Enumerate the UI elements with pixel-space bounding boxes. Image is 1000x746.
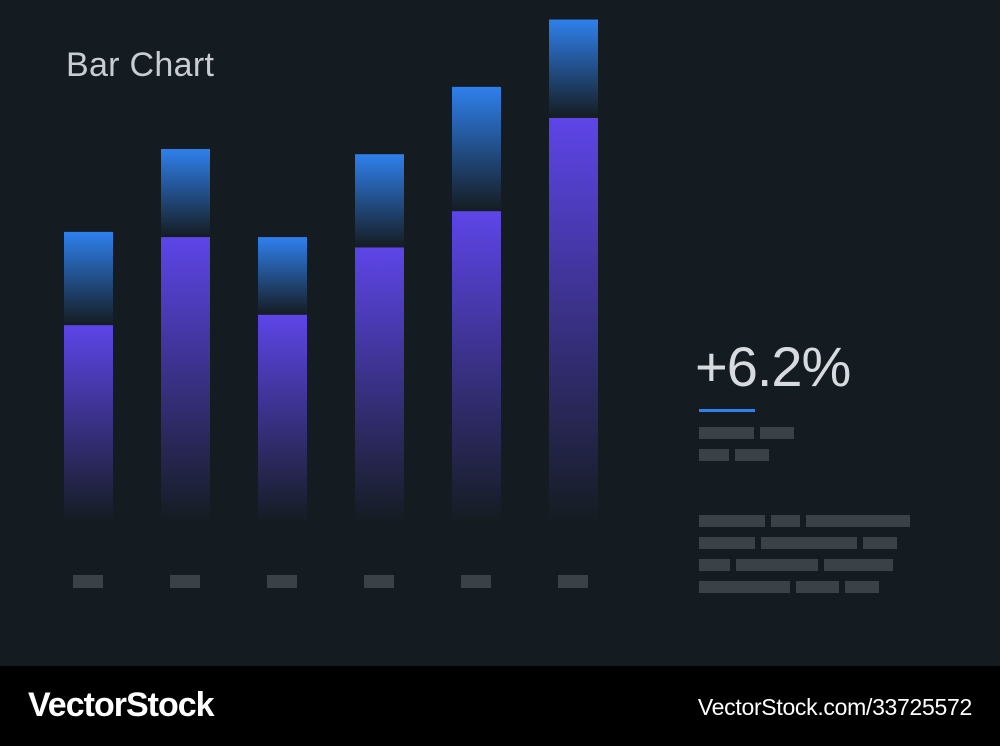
- stat-caption-placeholder: [699, 427, 794, 471]
- placeholder-line: [761, 537, 857, 549]
- watermark-footer: VectorStock VectorStock.com/33725572: [0, 666, 1000, 746]
- placeholder-row: [699, 427, 794, 439]
- x-tick-label: [267, 575, 297, 588]
- chart-canvas: Bar Chart +6.2%: [64, 19, 910, 603]
- bar-segment-primary: [64, 325, 113, 522]
- bar-segment-primary: [258, 314, 307, 522]
- placeholder-line: [699, 449, 729, 461]
- bar-segment-primary: [549, 117, 598, 523]
- placeholder-line: [736, 559, 818, 571]
- placeholder-row: [699, 581, 910, 593]
- placeholder-line: [863, 537, 897, 549]
- x-tick-label: [461, 575, 491, 588]
- placeholder-line: [824, 559, 893, 571]
- bars-layer: [64, 19, 598, 523]
- placeholder-line: [796, 581, 839, 593]
- placeholder-line: [771, 515, 800, 527]
- x-tick-label: [558, 575, 588, 588]
- growth-stat: +6.2%: [695, 335, 851, 398]
- bar-segment-primary: [452, 211, 501, 522]
- bar-segment-secondary: [452, 86, 501, 212]
- placeholder-line: [699, 581, 790, 593]
- x-tick-layer: [73, 575, 588, 588]
- placeholder-row: [699, 449, 794, 461]
- placeholder-line: [806, 515, 910, 527]
- placeholder-line: [699, 427, 754, 439]
- x-tick-label: [364, 575, 394, 588]
- placeholder-row: [699, 559, 910, 571]
- placeholder-line: [845, 581, 879, 593]
- bar-segment-secondary: [64, 231, 113, 326]
- image-reference: VectorStock.com/33725572: [697, 694, 972, 720]
- brand-logo: VectorStock: [28, 686, 215, 724]
- placeholder-row: [699, 515, 910, 527]
- bar-chart: [64, 19, 598, 588]
- placeholder-line: [699, 537, 755, 549]
- bar-segment-secondary: [258, 237, 307, 315]
- bar-segment-primary: [355, 247, 404, 522]
- bar-segment-primary: [161, 237, 210, 522]
- placeholder-line: [760, 427, 794, 439]
- bar-segment-secondary: [549, 19, 598, 118]
- bar-segment-secondary: [161, 149, 210, 238]
- placeholder-line: [735, 449, 769, 461]
- growth-stat-underline: [699, 409, 755, 412]
- description-placeholder: [699, 515, 910, 603]
- x-tick-label: [170, 575, 200, 588]
- x-tick-label: [73, 575, 103, 588]
- placeholder-line: [699, 559, 730, 571]
- chart-title: Bar Chart: [66, 46, 215, 84]
- placeholder-row: [699, 537, 910, 549]
- placeholder-line: [699, 515, 765, 527]
- bar-segment-secondary: [355, 154, 404, 248]
